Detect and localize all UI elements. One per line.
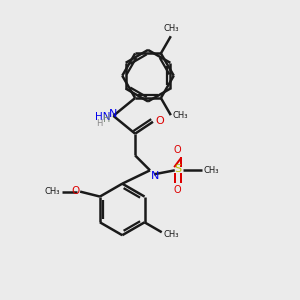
Text: O: O — [174, 185, 182, 195]
Text: HN: HN — [95, 112, 110, 122]
Text: O: O — [155, 116, 164, 126]
Text: S: S — [174, 164, 181, 174]
Text: CH₃: CH₃ — [173, 111, 188, 120]
Text: CH₃: CH₃ — [203, 166, 219, 175]
Text: O: O — [174, 146, 182, 155]
Text: CH₃: CH₃ — [163, 24, 178, 33]
Text: N: N — [151, 171, 159, 181]
Text: CH₃: CH₃ — [164, 230, 179, 239]
Text: N: N — [109, 109, 118, 119]
Text: H: H — [103, 114, 110, 124]
Text: O: O — [71, 186, 79, 196]
Text: H: H — [96, 119, 102, 128]
Text: CH₃: CH₃ — [45, 187, 60, 196]
